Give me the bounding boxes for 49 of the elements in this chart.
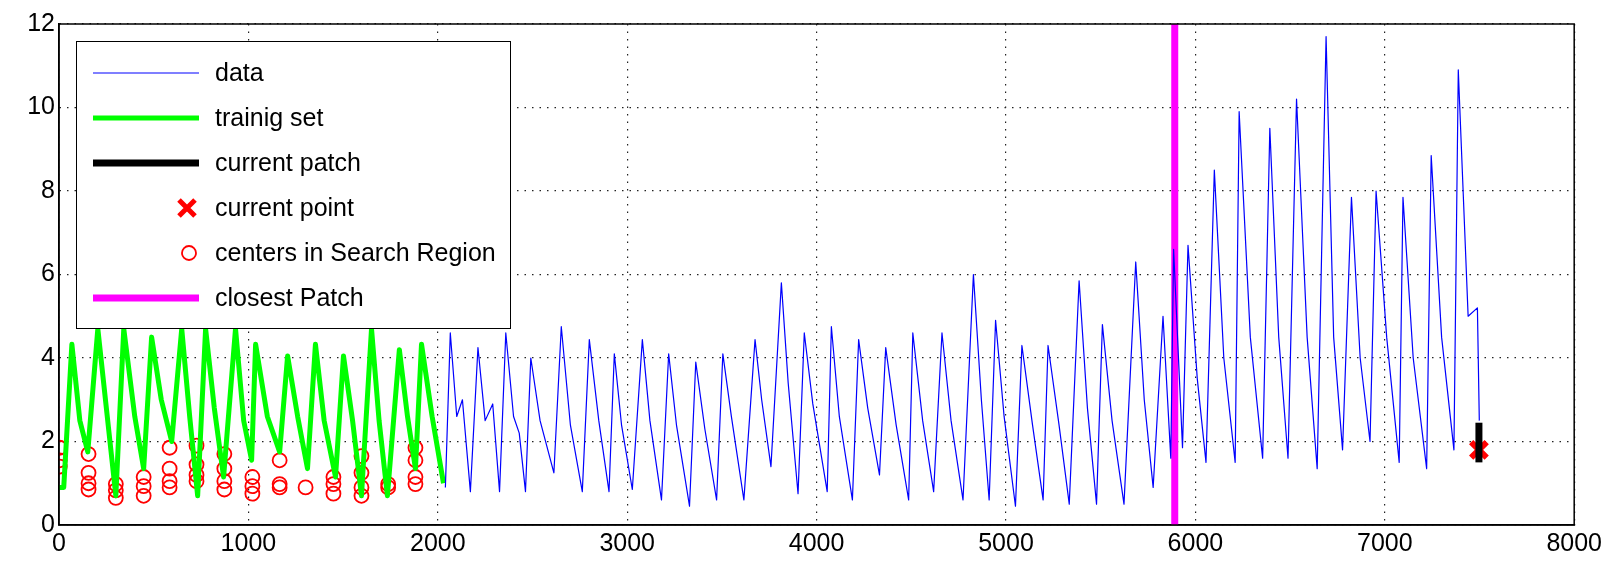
point: [244, 469, 261, 485]
point: [216, 473, 233, 490]
point: [407, 469, 424, 485]
point: [161, 439, 178, 456]
point: [107, 489, 124, 506]
legend-label: current patch: [215, 148, 361, 177]
point: [244, 485, 261, 502]
legend-label: closest Patch: [215, 283, 364, 312]
y-tick-label: 12: [27, 7, 55, 36]
legend-label: data: [215, 58, 264, 87]
point: [80, 464, 97, 481]
point: [80, 481, 97, 498]
point: [107, 482, 124, 499]
point: [353, 487, 370, 504]
y-tick-label: 8: [41, 174, 55, 203]
point: [80, 475, 97, 492]
point: [216, 481, 233, 498]
point: [271, 479, 288, 496]
legend-label: current point: [215, 193, 354, 222]
point: [135, 487, 152, 504]
x-tick-label: 8000: [1546, 527, 1602, 556]
point: [407, 476, 424, 492]
point: [297, 479, 314, 496]
point: [325, 476, 342, 492]
y-tick-label: 10: [27, 91, 55, 120]
y-tick-label: 4: [41, 341, 56, 370]
point: [135, 469, 152, 485]
x-tick-label: 3000: [599, 527, 656, 556]
point: [135, 478, 152, 495]
y-tick-label: 0: [41, 508, 55, 537]
point: [244, 478, 261, 495]
point: [271, 452, 288, 469]
x-tick-label: 2000: [409, 527, 466, 556]
y-tick-label: 2: [41, 425, 55, 454]
y-tick-label: 6: [41, 258, 55, 287]
x-tick-label: 7000: [1356, 527, 1413, 556]
point: [161, 479, 178, 496]
point: [80, 446, 97, 462]
x-tick-label: 5000: [978, 527, 1034, 556]
x-tick-label: 4000: [788, 527, 845, 556]
point: [161, 460, 178, 477]
legend-label: centers in Search Region: [215, 238, 496, 267]
x-tick-label: 6000: [1167, 527, 1224, 556]
legend-label: trainig set: [215, 103, 324, 132]
x-tick-label: 1000: [220, 527, 277, 556]
point: [325, 469, 342, 485]
point: [325, 485, 342, 502]
point: [271, 476, 288, 492]
point: [161, 473, 178, 490]
